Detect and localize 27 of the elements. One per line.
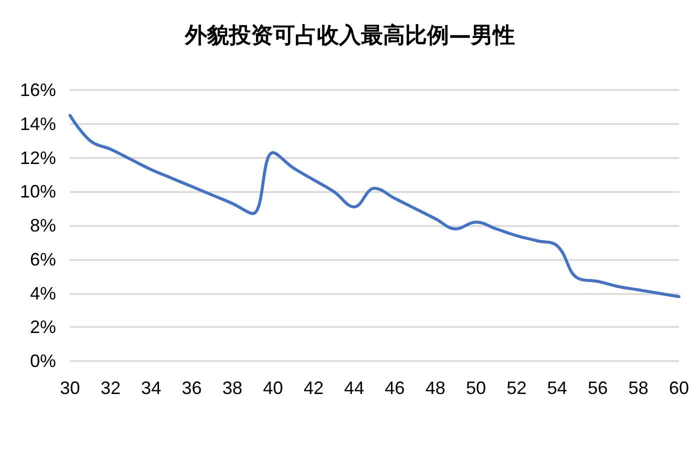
x-tick-label: 32 bbox=[100, 378, 121, 398]
chart-title: 外貌投资可占收入最高比例—男性 bbox=[184, 22, 515, 48]
y-tick-label: 16% bbox=[20, 80, 56, 100]
y-tick-label: 10% bbox=[20, 182, 56, 202]
y-tick-label: 12% bbox=[20, 148, 56, 168]
y-tick-label: 6% bbox=[30, 249, 56, 270]
x-tick-label: 50 bbox=[466, 378, 486, 398]
x-tick-label: 56 bbox=[588, 378, 608, 398]
x-tick-label: 34 bbox=[141, 378, 162, 398]
y-tick-label: 2% bbox=[30, 317, 56, 338]
x-tick-label: 46 bbox=[384, 378, 405, 398]
x-tick-label: 38 bbox=[222, 378, 242, 398]
x-tick-label: 42 bbox=[304, 378, 324, 398]
x-tick-label: 54 bbox=[547, 378, 568, 398]
y-tick-label: 8% bbox=[30, 216, 56, 236]
y-tick-label: 4% bbox=[30, 283, 56, 304]
x-tick-label: 58 bbox=[628, 378, 648, 398]
line-series bbox=[68, 114, 680, 298]
y-tick-label: 14% bbox=[20, 114, 56, 134]
x-tick-label: 44 bbox=[344, 378, 364, 398]
x-tick-label: 60 bbox=[668, 378, 690, 398]
x-tick-label: 36 bbox=[182, 378, 202, 398]
y-tick-label: 0% bbox=[30, 351, 56, 371]
x-tick-label: 52 bbox=[506, 378, 527, 398]
x-tick-label: 30 bbox=[60, 378, 80, 398]
x-tick-label: 48 bbox=[425, 378, 446, 398]
x-tick-label: 40 bbox=[262, 378, 284, 398]
